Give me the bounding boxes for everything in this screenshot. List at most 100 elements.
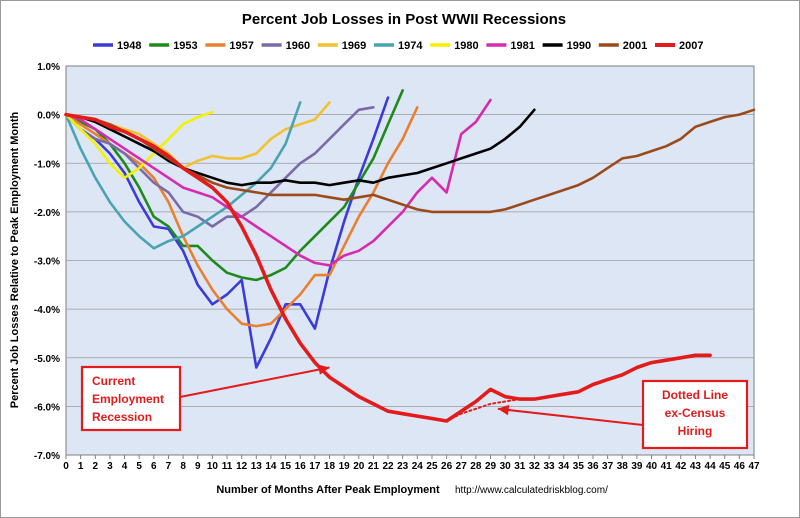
annotation-text: Dotted Line xyxy=(662,388,728,402)
y-tick-labels: 1.0% 0.0% -1.0% -2.0% -3.0% -4.0% -5.0% -6.0% -7… xyxy=(34,62,60,462)
x-tick-label: 18 xyxy=(324,461,336,472)
y-tick-label: -5.0% xyxy=(34,354,60,365)
x-tick-label: 8 xyxy=(180,461,186,472)
x-tick-label: 17 xyxy=(309,461,321,472)
x-tick-label: 45 xyxy=(719,461,731,472)
x-tick-label: 2 xyxy=(92,461,98,472)
x-tick-labels: 0 1 2 3 4 5 6 7 8 9 10 11 12 13 14 15 16 17 18 19 20 21 22 23 24… xyxy=(63,455,760,472)
annotation-box xyxy=(80,365,182,432)
x-tick-label: 5 xyxy=(136,461,142,472)
x-tick-label: 42 xyxy=(675,461,687,472)
series-line-2007-ex-census xyxy=(445,398,536,422)
legend-label-1948: 1948 xyxy=(117,40,141,52)
x-tick-label: 33 xyxy=(544,461,556,472)
x-tick-label: 0 xyxy=(63,461,69,472)
series-line-1960 xyxy=(64,106,375,228)
x-tick-label: 39 xyxy=(631,461,643,472)
x-tick-label: 15 xyxy=(280,461,292,472)
annotation-arrow xyxy=(179,366,330,398)
x-tick-label: 9 xyxy=(195,461,201,472)
y-tick-label: 1.0% xyxy=(37,62,60,73)
legend-label-1957: 1957 xyxy=(229,40,253,52)
legend: 1948 1953 1957 1960 1969 1974 1980 1981 1990 2001… xyxy=(93,40,703,52)
x-tick-label: 3 xyxy=(107,461,113,472)
legend-label-1980: 1980 xyxy=(454,40,478,52)
chart-title: Percent Job Losses in Post WWII Recessio… xyxy=(242,11,566,28)
legend-label-1974: 1974 xyxy=(398,40,423,52)
x-tick-label: 29 xyxy=(485,461,497,472)
annotations: Current Employment Recession Dotted Line ex-… xyxy=(80,364,749,450)
x-tick-label: 11 xyxy=(222,461,233,472)
x-tick-label: 19 xyxy=(339,461,351,472)
annotation-box xyxy=(641,379,749,450)
annotation-arrowhead xyxy=(497,404,510,416)
y-tick-label: -1.0% xyxy=(34,159,60,170)
legend-label-1990: 1990 xyxy=(567,40,591,52)
annotation-text: Current xyxy=(92,374,135,388)
series-line-1981 xyxy=(64,98,492,267)
x-tick-label: 36 xyxy=(587,461,599,472)
x-tick-label: 4 xyxy=(122,461,128,472)
legend-label-1969: 1969 xyxy=(342,40,366,52)
series-line-1980 xyxy=(64,110,214,180)
x-tick-label: 22 xyxy=(382,461,394,472)
x-tick-label: 14 xyxy=(265,461,277,472)
x-tick-label: 35 xyxy=(573,461,585,472)
x-tick-label: 37 xyxy=(602,461,614,472)
x-tick-label: 25 xyxy=(426,461,438,472)
annotation-text: Recession xyxy=(92,410,152,424)
series-layer xyxy=(64,89,756,423)
x-tick-label: 38 xyxy=(617,461,629,472)
x-tick-label: 28 xyxy=(470,461,482,472)
x-tick-label: 24 xyxy=(412,461,424,472)
x-tick-label: 41 xyxy=(661,461,673,472)
series-line-2007 xyxy=(64,112,712,423)
x-tick-label: 23 xyxy=(397,461,409,472)
x-tick-label: 26 xyxy=(441,461,453,472)
x-tick-label: 43 xyxy=(690,461,702,472)
legend-label-2001: 2001 xyxy=(623,40,647,52)
x-tick-label: 20 xyxy=(353,461,365,472)
x-axis-label: Number of Months After Peak Employment xyxy=(216,484,440,496)
x-tick-label: 31 xyxy=(514,461,526,472)
x-tick-label: 44 xyxy=(705,461,717,472)
legend-label-1981: 1981 xyxy=(510,40,534,52)
x-tick-label: 6 xyxy=(151,461,157,472)
series-line-1953 xyxy=(64,89,405,282)
legend-label-2007: 2007 xyxy=(679,40,703,52)
legend-label-1960: 1960 xyxy=(286,40,310,52)
x-tick-label: 16 xyxy=(295,461,307,472)
annotation-text: ex-Census xyxy=(665,406,726,420)
x-tick-label: 12 xyxy=(236,461,248,472)
x-tick-label: 10 xyxy=(207,461,219,472)
x-tick-label: 27 xyxy=(456,461,468,472)
annotation-arrow xyxy=(497,407,644,426)
x-tick-label: 46 xyxy=(734,461,746,472)
legend-label-1953: 1953 xyxy=(173,40,197,52)
y-tick-label: -3.0% xyxy=(34,257,60,268)
y-tick-label: 0.0% xyxy=(37,111,60,122)
x-tick-label: 47 xyxy=(748,461,760,472)
gridlines xyxy=(66,114,754,407)
y-axis-label: Percent Job Losses Relative to Peak Empl… xyxy=(9,111,21,408)
x-tick-label: 21 xyxy=(368,461,380,472)
series-line-1974 xyxy=(64,101,302,250)
x-tick-label: 40 xyxy=(646,461,658,472)
annotation-text: Hiring xyxy=(678,424,713,438)
x-tick-label: 34 xyxy=(558,461,570,472)
y-tick-label: -2.0% xyxy=(34,208,60,219)
source-url: http://www.calculatedriskblog.com/ xyxy=(455,485,608,496)
series-line-1948 xyxy=(64,96,390,369)
y-tick-label: -6.0% xyxy=(34,402,60,413)
series-line-1990 xyxy=(64,108,536,187)
x-tick-label: 13 xyxy=(251,461,263,472)
y-tick-label: -7.0% xyxy=(34,451,60,462)
x-tick-label: 7 xyxy=(166,461,172,472)
annotation-text: Employment xyxy=(92,392,164,406)
x-tick-label: 32 xyxy=(529,461,541,472)
x-tick-label: 30 xyxy=(500,461,512,472)
x-tick-label: 1 xyxy=(78,461,84,472)
annotation-arrowhead xyxy=(317,364,330,375)
